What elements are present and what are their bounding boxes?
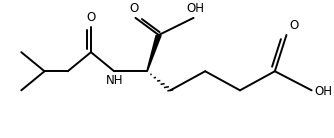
Text: O: O [87, 11, 96, 24]
Text: O: O [290, 19, 299, 32]
Text: O: O [129, 2, 139, 15]
Text: NH: NH [106, 74, 123, 87]
Polygon shape [146, 35, 162, 71]
Text: OH: OH [186, 2, 204, 15]
Text: OH: OH [314, 85, 332, 98]
